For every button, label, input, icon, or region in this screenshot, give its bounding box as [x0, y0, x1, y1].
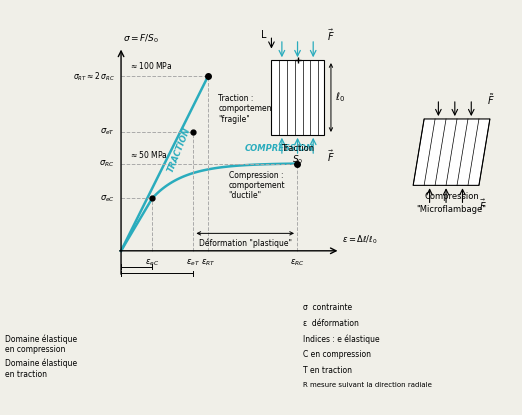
- Text: Déformation "plastique": Déformation "plastique": [199, 239, 292, 248]
- Text: Domaine élastique
en traction: Domaine élastique en traction: [5, 359, 77, 379]
- Text: $\varepsilon_{RT}$: $\varepsilon_{RT}$: [200, 258, 215, 268]
- Text: Compression :
comportement
"ductile": Compression : comportement "ductile": [229, 171, 285, 200]
- Text: $\sigma_{RC}$: $\sigma_{RC}$: [99, 159, 115, 169]
- Text: $\varepsilon_{eC}$: $\varepsilon_{eC}$: [145, 258, 159, 268]
- Text: $\vec{F}$: $\vec{F}$: [327, 148, 335, 164]
- Text: $\sigma_{eC}$: $\sigma_{eC}$: [100, 193, 115, 204]
- Text: $\sigma_{eT}$: $\sigma_{eT}$: [100, 127, 115, 137]
- Text: Traction :
comportement
"fragile": Traction : comportement "fragile": [218, 94, 275, 124]
- Text: $\approx$100 MPa: $\approx$100 MPa: [129, 60, 173, 71]
- Text: $\varepsilon_{eT}$: $\varepsilon_{eT}$: [186, 258, 200, 268]
- Bar: [271, 60, 324, 135]
- Polygon shape: [413, 119, 490, 186]
- Text: Compression: Compression: [424, 192, 479, 201]
- Text: $\tilde{F}$: $\tilde{F}$: [487, 92, 494, 107]
- Text: σ  contrainte: σ contrainte: [303, 303, 352, 312]
- Text: $\sigma = F/S_0$: $\sigma = F/S_0$: [123, 32, 159, 45]
- Text: L: L: [260, 30, 266, 40]
- Text: $S_0$: $S_0$: [292, 154, 303, 166]
- Text: $\sigma_{RT}\approx 2\,\sigma_{RC}$: $\sigma_{RT}\approx 2\,\sigma_{RC}$: [73, 70, 115, 83]
- Text: COMPRESSION: COMPRESSION: [245, 144, 314, 153]
- Text: Indices : e élastique: Indices : e élastique: [303, 334, 379, 344]
- Text: $\vec{F}$: $\vec{F}$: [327, 27, 335, 43]
- Text: $\varepsilon_{RC}$: $\varepsilon_{RC}$: [290, 258, 304, 268]
- Text: Traction: Traction: [281, 144, 314, 153]
- Text: $\approx$50 MPa: $\approx$50 MPa: [129, 149, 168, 160]
- Text: Domaine élastique
en compression: Domaine élastique en compression: [5, 334, 77, 354]
- Text: ε  déformation: ε déformation: [303, 319, 359, 328]
- Text: "Microflambage": "Microflambage": [417, 205, 487, 214]
- Text: R mesure suivant la direction radiale: R mesure suivant la direction radiale: [303, 382, 432, 388]
- Text: $\vec{F}$: $\vec{F}$: [479, 198, 487, 213]
- Text: TRACTION: TRACTION: [166, 126, 192, 173]
- Text: $\varepsilon = \Delta\ell/\ell_0$: $\varepsilon = \Delta\ell/\ell_0$: [342, 233, 378, 246]
- Text: T en traction: T en traction: [303, 366, 352, 375]
- Text: $\ell_0$: $\ell_0$: [335, 90, 345, 105]
- Text: C en compression: C en compression: [303, 350, 371, 359]
